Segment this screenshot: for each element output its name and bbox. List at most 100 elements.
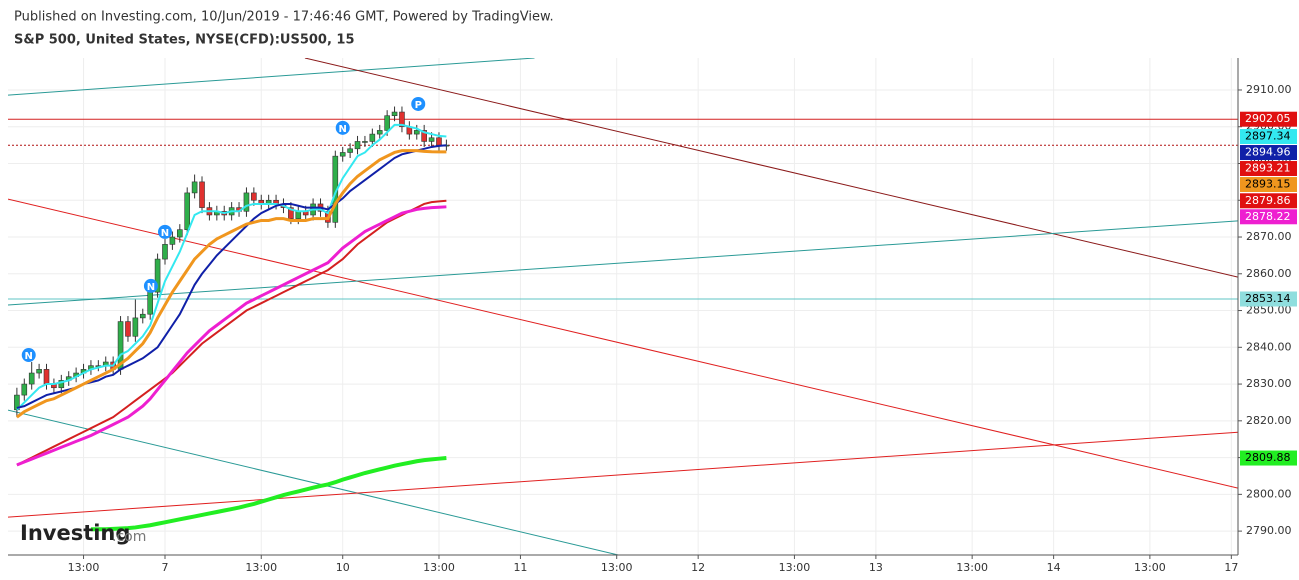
event-marker-label: N (339, 124, 347, 135)
price-tag (1240, 291, 1297, 307)
candle-body (147, 291, 153, 315)
price-tag (1240, 161, 1297, 177)
candle-body (288, 207, 294, 219)
price-tag-label: 2894.96 (1245, 146, 1291, 159)
trend-line (8, 431, 1238, 518)
moving-average (16, 123, 447, 411)
price-tag (1240, 111, 1297, 127)
price-tag-label: 2853.14 (1245, 292, 1291, 305)
y-tick-label: 2820.00 (1246, 414, 1292, 427)
trend-line (8, 58, 535, 96)
candle-body (177, 229, 183, 238)
x-tick-label: 14 (1047, 561, 1061, 574)
event-marker (143, 278, 158, 293)
price-tag (1240, 193, 1297, 209)
x-tick-label: 13:00 (1134, 561, 1166, 574)
y-tick-label: 2840.00 (1246, 340, 1292, 353)
candle-body (369, 133, 376, 142)
y-tick-label: 2860.00 (1246, 267, 1292, 280)
candle-body (362, 141, 368, 143)
price-tag-label: 2897.34 (1245, 130, 1291, 143)
price-tag-label: 2902.05 (1245, 112, 1291, 125)
price-tag (1240, 209, 1297, 225)
y-tick-label: 2800.00 (1246, 487, 1292, 500)
candle-body (295, 210, 302, 219)
candle-body (251, 192, 257, 201)
candle-body (28, 372, 35, 385)
event-marker-label: N (25, 351, 33, 362)
x-tick-label: 13:00 (68, 561, 100, 574)
candle-body (243, 192, 250, 212)
event-marker (335, 120, 350, 135)
candle-body (132, 317, 139, 337)
x-tick-label: 13 (869, 561, 883, 574)
candle-body (191, 181, 198, 194)
candle-body (421, 130, 427, 142)
price-tag-label: 2893.15 (1245, 178, 1291, 191)
x-tick-label: 13:00 (245, 561, 277, 574)
trend-line (8, 198, 1238, 489)
x-tick-label: 17 (1224, 561, 1238, 574)
event-marker (21, 348, 36, 363)
event-marker-label: P (415, 100, 422, 111)
published-note: Published on Investing.com, 10/Jun/2019 … (14, 10, 554, 25)
candle-body (413, 130, 420, 135)
price-tag-label: 2878.22 (1245, 210, 1291, 223)
logo: Investing (20, 521, 130, 545)
x-tick-label: 13:00 (423, 561, 455, 574)
trend-line (304, 58, 1238, 278)
candle-body (376, 130, 383, 135)
candle-body (36, 369, 42, 374)
price-tag-label: 2809.88 (1245, 451, 1291, 464)
candle-body (14, 394, 20, 411)
candle-body (169, 236, 176, 245)
trend-line (8, 409, 619, 555)
candle-body (125, 321, 131, 337)
y-tick-label: 2830.00 (1246, 377, 1292, 390)
price-tag (1240, 450, 1297, 466)
candle-body (43, 369, 50, 385)
moving-average (16, 199, 447, 466)
x-tick-label: 12 (691, 561, 705, 574)
candle-body (428, 137, 435, 142)
candle-body (339, 152, 346, 157)
price-tag (1240, 129, 1297, 145)
y-tick-label: 2870.00 (1246, 230, 1292, 243)
candle-body (154, 258, 161, 293)
moving-average (90, 456, 447, 532)
event-marker-label: N (161, 228, 169, 239)
candle-body (162, 244, 168, 260)
chart-title: S&P 500, United States, NYSE(CFD):US500,… (14, 33, 355, 48)
candle-body (354, 141, 361, 150)
candle-body (347, 148, 353, 153)
event-marker (411, 96, 426, 111)
x-tick-label: 7 (161, 561, 168, 574)
price-tag-label: 2893.21 (1245, 162, 1291, 175)
candle-body (436, 137, 442, 146)
price-tag-label: 2879.86 (1245, 194, 1291, 207)
candle-body (184, 192, 191, 230)
y-tick-label: 2850.00 (1246, 304, 1292, 317)
y-tick-label: 2790.00 (1246, 524, 1292, 537)
candle-body (199, 181, 205, 208)
x-tick-label: 11 (513, 561, 527, 574)
logo-suffix: .com (112, 529, 146, 545)
x-tick-label: 13:00 (956, 561, 988, 574)
candle-body (384, 115, 390, 131)
moving-average (15, 149, 447, 419)
price-tag (1240, 145, 1297, 161)
y-tick-label: 2910.00 (1246, 83, 1292, 96)
candle-body (21, 383, 28, 396)
moving-average (16, 205, 447, 467)
x-tick-label: 13:00 (779, 561, 811, 574)
x-tick-label: 10 (336, 561, 350, 574)
candle-body (391, 111, 398, 117)
candle-body (399, 111, 405, 128)
x-tick-label: 13:00 (601, 561, 633, 574)
event-marker-label: N (147, 282, 155, 293)
price-tag (1240, 177, 1297, 193)
event-marker (157, 224, 172, 239)
candle-body (139, 313, 146, 319)
